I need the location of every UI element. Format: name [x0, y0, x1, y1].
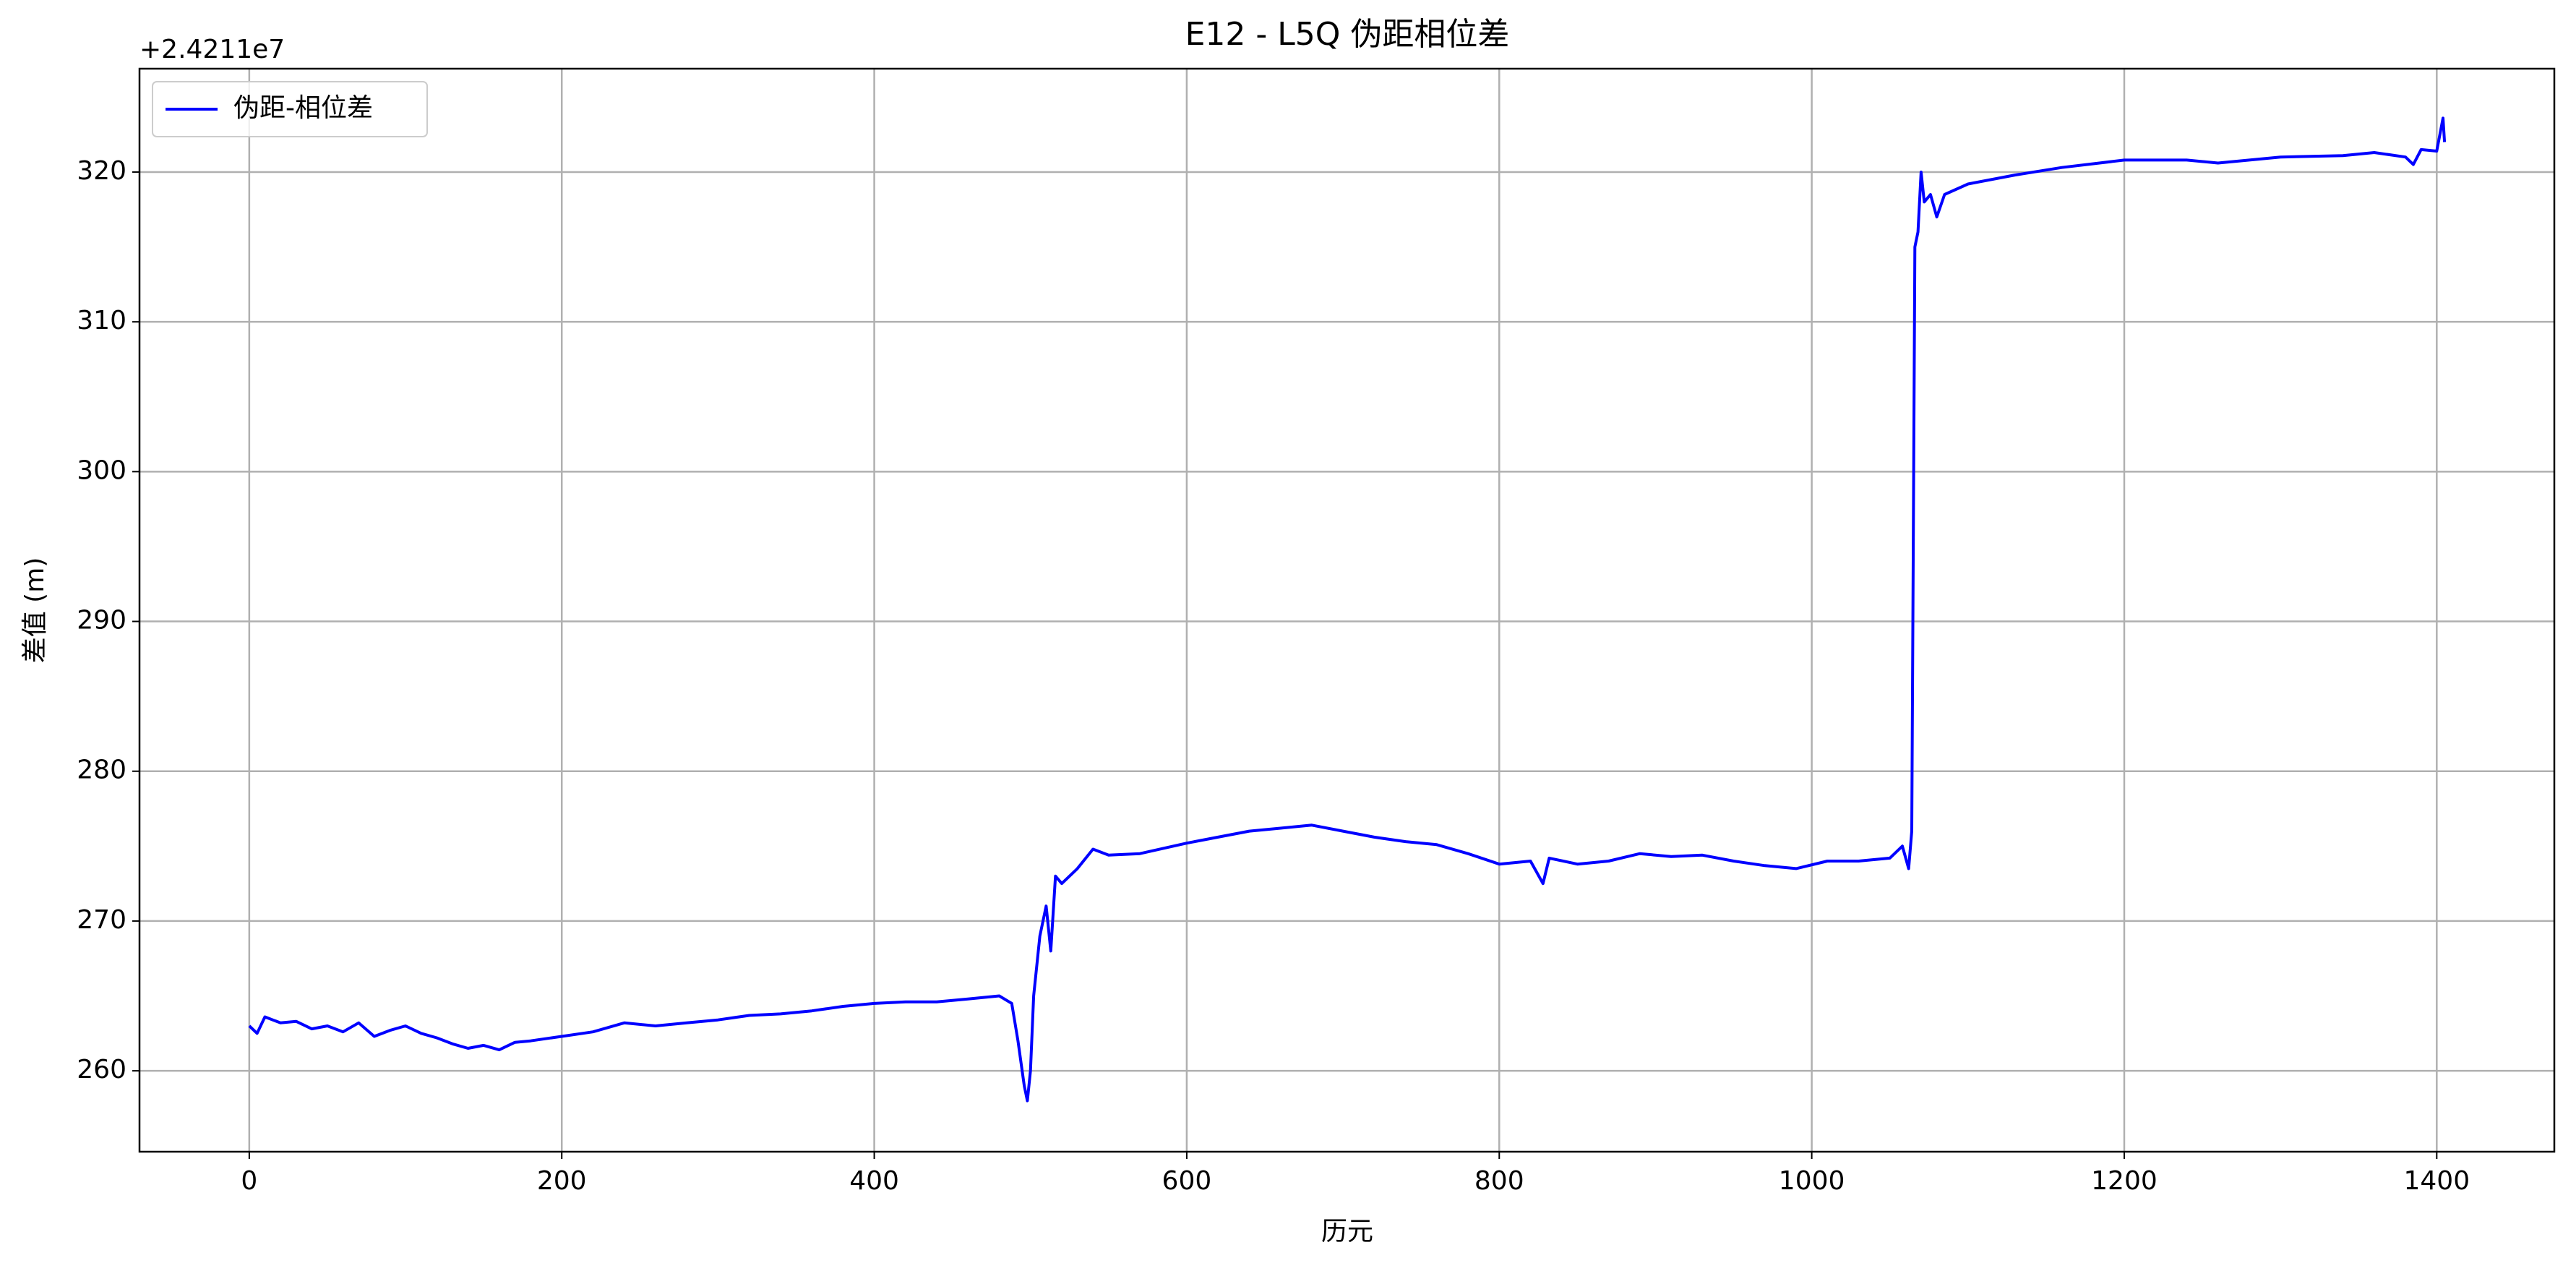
y-offset-label: +2.4211e7	[139, 35, 285, 64]
y-tick-label: 270	[77, 905, 126, 935]
data-line	[248, 116, 2447, 1103]
y-tick-label: 310	[77, 306, 126, 335]
x-tick-label: 600	[1162, 1166, 1212, 1196]
x-axis-label: 历元	[1321, 1217, 1373, 1246]
x-tick-label: 0	[241, 1166, 257, 1196]
y-tick-label: 260	[77, 1055, 126, 1084]
x-tick-label: 1200	[2091, 1166, 2158, 1196]
y-tick-label: 300	[77, 455, 126, 485]
y-tick-label: 290	[77, 606, 126, 636]
x-tick-label: 1000	[1779, 1166, 1845, 1196]
x-tick-label: 200	[537, 1166, 587, 1196]
chart-title: E12 - L5Q 伪距相位差	[1185, 16, 1510, 53]
y-tick-label: 320	[77, 156, 126, 186]
legend: 伪距-相位差	[152, 81, 428, 137]
x-tick-label: 800	[1474, 1166, 1524, 1196]
x-tick-label: 1400	[2404, 1166, 2470, 1196]
legend-box	[152, 81, 428, 137]
plot-frame	[138, 67, 2556, 1153]
legend-label: 伪距-相位差	[233, 93, 373, 123]
x-tick-label: 400	[849, 1166, 899, 1196]
y-tick-label: 280	[77, 756, 126, 785]
y-axis-label: 差值 (m)	[20, 557, 50, 664]
